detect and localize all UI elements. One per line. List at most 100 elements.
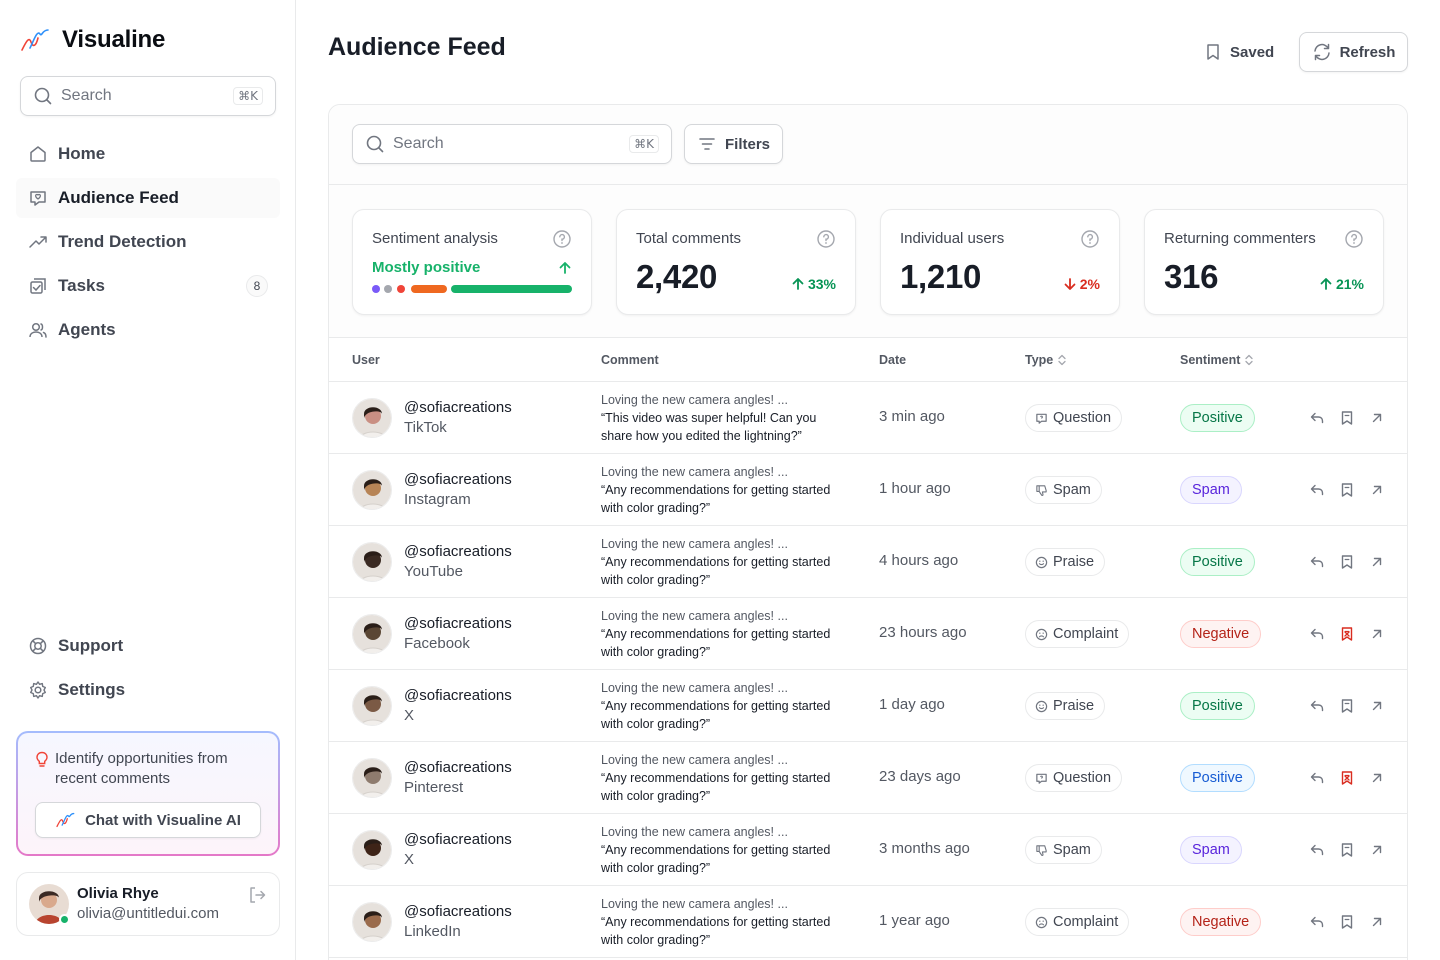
reply-icon[interactable] (1309, 698, 1325, 714)
bookmark-icon[interactable] (1339, 482, 1355, 498)
visualine-logo-icon (21, 29, 49, 51)
sidebar-search[interactable]: ⌘K (20, 76, 276, 116)
user-cell[interactable]: @sofiacreations LinkedIn (352, 902, 512, 942)
help-circle-icon[interactable] (1080, 229, 1100, 249)
date-cell: 3 months ago (879, 840, 970, 857)
user-cell[interactable]: @sofiacreations X (352, 830, 512, 870)
sidebar-search-input[interactable] (61, 87, 226, 105)
user-cell[interactable]: @sofiacreations Instagram (352, 470, 512, 510)
row-actions (1309, 626, 1385, 642)
help-circle-icon[interactable] (1344, 229, 1364, 249)
user-handle: @sofiacreations (404, 903, 512, 920)
arrow-up-right-icon[interactable] (1369, 410, 1385, 426)
bookmark-icon[interactable] (1339, 410, 1355, 426)
avatar (352, 614, 392, 654)
user-cell[interactable]: @sofiacreations TikTok (352, 398, 512, 438)
user-cell[interactable]: @sofiacreations X (352, 686, 512, 726)
arrow-up-right-icon[interactable] (1369, 698, 1385, 714)
table-row[interactable]: @sofiacreations Pinterest Loving the new… (329, 742, 1407, 814)
reply-icon[interactable] (1309, 554, 1325, 570)
reply-icon[interactable] (1309, 626, 1325, 642)
reply-icon[interactable] (1309, 482, 1325, 498)
user-avatar[interactable] (29, 884, 70, 925)
main-nav: Home Audience Feed Trend Detection Tasks… (16, 134, 280, 354)
type-badge: Spam (1025, 476, 1102, 504)
chat-with-ai-button[interactable]: Chat with Visualine AI (35, 802, 261, 838)
table-row[interactable]: @sofiacreations Instagram Loving the new… (329, 454, 1407, 526)
sentiment-badge: Spam (1180, 476, 1242, 504)
user-cell[interactable]: @sofiacreations Facebook (352, 614, 512, 654)
frown-icon (1035, 628, 1048, 640)
reply-icon[interactable] (1309, 914, 1325, 930)
nav-item-audience-feed[interactable]: Audience Feed (16, 178, 280, 218)
type-label: Question (1053, 770, 1112, 786)
feed-search-input[interactable] (393, 135, 622, 153)
sentiment-badge: Spam (1180, 836, 1242, 864)
arrow-up-right-icon[interactable] (1369, 626, 1385, 642)
home-icon (30, 146, 46, 162)
bookmark-icon[interactable] (1339, 554, 1355, 570)
nav-item-agents[interactable]: Agents (16, 310, 280, 350)
avatar (352, 830, 392, 870)
user-cell[interactable]: @sofiacreations Pinterest (352, 758, 512, 798)
brand-logo[interactable]: Visualine (20, 26, 165, 54)
user-cell[interactable]: @sofiacreations YouTube (352, 542, 512, 582)
table-row[interactable]: @sofiacreations YouTube Loving the new c… (329, 526, 1407, 598)
bookmark-icon[interactable] (1339, 914, 1355, 930)
arrow-up-right-icon[interactable] (1369, 842, 1385, 858)
table-body: @sofiacreations TikTok Loving the new ca… (329, 382, 1407, 958)
brand-name: Visualine (62, 26, 166, 53)
column-header-sentiment[interactable]: Sentiment (1180, 353, 1254, 367)
arrow-down-icon (1064, 278, 1076, 290)
arrow-up-right-icon[interactable] (1369, 770, 1385, 786)
arrow-up-right-icon[interactable] (1369, 914, 1385, 930)
bookmark-icon[interactable] (1339, 698, 1355, 714)
comment-cell: Loving the new camera angles! ... “This … (601, 391, 841, 445)
sidebar: Visualine ⌘K Home Audience Feed Trend De… (0, 0, 296, 960)
table-row[interactable]: @sofiacreations X Loving the new camera … (329, 814, 1407, 886)
user-handle: @sofiacreations (404, 831, 512, 848)
page-title: Audience Feed (328, 33, 506, 61)
refresh-button[interactable]: Refresh (1299, 32, 1408, 72)
filters-button[interactable]: Filters (684, 124, 783, 164)
bookmark-icon[interactable] (1339, 626, 1355, 642)
nav-item-support[interactable]: Support (16, 626, 280, 666)
nav-item-tasks[interactable]: Tasks 8 (16, 266, 280, 306)
nav-label: Settings (58, 680, 126, 699)
table-row[interactable]: @sofiacreations X Loving the new camera … (329, 670, 1407, 742)
nav-item-settings[interactable]: Settings (16, 670, 280, 710)
arrow-up-right-icon[interactable] (1369, 554, 1385, 570)
help-circle-icon[interactable] (816, 229, 836, 249)
arrow-up-right-icon[interactable] (1369, 482, 1385, 498)
table-row[interactable]: @sofiacreations Facebook Loving the new … (329, 598, 1407, 670)
column-header-type[interactable]: Type (1025, 353, 1067, 367)
audience-feed-panel: ⌘K Filters Sentiment analysis Mostly pos… (328, 104, 1408, 960)
type-label: Praise (1053, 698, 1095, 714)
feed-toolbar: ⌘K Filters (329, 105, 1407, 185)
saved-button[interactable]: Saved (1192, 32, 1286, 72)
avatar (352, 902, 392, 942)
table-row[interactable]: @sofiacreations LinkedIn Loving the new … (329, 886, 1407, 958)
stat-label: Individual users (900, 230, 1005, 247)
nav-item-home[interactable]: Home (16, 134, 280, 174)
comment-context: Loving the new camera angles! ... (601, 897, 788, 911)
stats-row: Sentiment analysis Mostly positive Total… (329, 185, 1407, 338)
help-circle-icon[interactable] (552, 229, 572, 249)
message-question-icon (1036, 773, 1047, 784)
logout-icon[interactable] (247, 885, 267, 905)
bookmark-icon[interactable] (1339, 770, 1355, 786)
table-row[interactable]: @sofiacreations TikTok Loving the new ca… (329, 382, 1407, 454)
saved-label: Saved (1230, 43, 1275, 61)
row-actions (1309, 698, 1385, 714)
search-icon (34, 87, 52, 105)
nav-item-trend-detection[interactable]: Trend Detection (16, 222, 280, 262)
message-icon (30, 191, 46, 206)
feed-search[interactable]: ⌘K (352, 124, 672, 164)
bookmark-icon[interactable] (1339, 842, 1355, 858)
date-cell: 23 days ago (879, 768, 961, 785)
reply-icon[interactable] (1309, 842, 1325, 858)
change-value: 2% (1079, 276, 1100, 292)
sentiment-badge: Positive (1180, 548, 1255, 576)
reply-icon[interactable] (1309, 770, 1325, 786)
reply-icon[interactable] (1309, 410, 1325, 426)
